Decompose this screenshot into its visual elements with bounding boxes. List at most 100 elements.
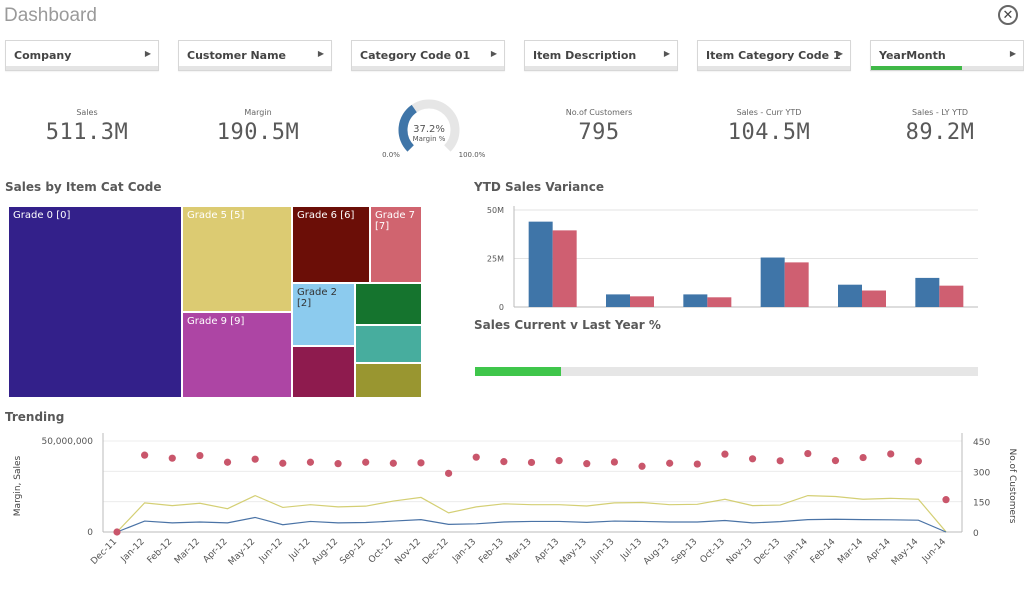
variance-title: YTD Sales Variance: [474, 180, 604, 194]
kpi-value: 104.5M: [727, 120, 811, 145]
scatter-point: [251, 455, 259, 463]
x-tick-label: Jan-14: [782, 537, 810, 565]
bar: [683, 294, 708, 307]
filter-selection-bar: [525, 66, 677, 70]
close-icon[interactable]: ✕: [998, 5, 1018, 25]
kpi-label: No.of Customers: [565, 108, 633, 117]
x-tick-label: Dec-13: [753, 537, 783, 567]
kpi-ly-ytd[interactable]: Sales - LY YTD 89.2M: [865, 108, 1015, 145]
caret-right-icon: ▶: [144, 49, 151, 58]
treemap-tile[interactable]: Grade 6 [6]: [292, 206, 370, 283]
scatter-point: [887, 450, 895, 458]
filter-label: Item Category Code 1: [706, 49, 841, 62]
filter-selection-fill: [871, 66, 963, 70]
scatter-point: [693, 460, 701, 468]
filter-selection-bar: [352, 66, 504, 70]
gauge-min: 0.0%: [382, 151, 400, 159]
scatter-point: [859, 453, 867, 462]
x-tick-label: Apr-14: [865, 537, 893, 565]
treemap: Grade 0 [0] Grade 5 [5] Grade 6 [6] Grad…: [8, 206, 422, 398]
kpi-customers[interactable]: No.of Customers 795: [524, 108, 674, 145]
filter-label: Item Description: [533, 49, 637, 62]
scatter-point: [223, 458, 232, 466]
x-tick-label: May-12: [227, 537, 258, 568]
x-tick-label: Jan-12: [119, 537, 147, 565]
kpi-label: Sales: [76, 108, 98, 117]
filter-item-category-code[interactable]: Item Category Code 1 ▶: [697, 40, 851, 71]
filter-selection-bar: [6, 66, 158, 70]
treemap-tile-label: Grade 6 [6]: [297, 210, 355, 221]
kpi-value: 190.5M: [216, 120, 300, 145]
bar: [552, 230, 577, 307]
caret-right-icon: ▶: [1009, 49, 1016, 58]
caret-right-icon: ▶: [663, 49, 670, 58]
y2-tick-label: 450: [973, 438, 990, 448]
trending-chart: 450 300 150 0 50,000,000 0 Margin, Sales No.of …: [13, 433, 1017, 568]
y-tick-label: 25M: [487, 255, 504, 264]
x-tick-label: Jun-13: [588, 537, 616, 565]
treemap-tile[interactable]: Grade 2 [2]: [292, 283, 355, 346]
x-tick-label: Jul-12: [287, 537, 313, 563]
scatter-point: [141, 451, 149, 459]
kpi-sales[interactable]: Sales 511.3M: [12, 108, 162, 145]
x-tick-label: Aug-13: [642, 537, 672, 567]
scatter-point: [196, 451, 204, 460]
x-tick-label: Feb-13: [477, 537, 506, 566]
caret-right-icon: ▶: [836, 49, 843, 58]
filter-yearmonth[interactable]: YearMonth ▶: [870, 40, 1024, 71]
treemap-tile[interactable]: Grade 0 [0]: [8, 206, 182, 398]
caret-right-icon: ▶: [317, 49, 324, 58]
treemap-tile[interactable]: Grade 9 [9]: [182, 312, 292, 398]
treemap-tile[interactable]: [292, 346, 355, 398]
series-line: [116, 516, 947, 533]
bar: [915, 277, 940, 307]
x-tick-label: May-14: [890, 537, 921, 568]
scatter-point: [666, 459, 674, 467]
y-tick-label: 0: [87, 528, 93, 538]
treemap-tile[interactable]: Grade 7 [7]: [370, 206, 422, 283]
filter-label: Company: [14, 49, 72, 62]
x-tick-label: Feb-12: [146, 537, 175, 566]
bar: [784, 262, 809, 307]
treemap-tile[interactable]: Grade 5 [5]: [182, 206, 292, 312]
bar: [939, 285, 964, 307]
sales-progress-track: [475, 367, 978, 376]
scatter-point: [445, 469, 453, 477]
y2-tick-label: 300: [973, 468, 990, 478]
caret-right-icon: ▶: [490, 49, 497, 58]
scatter-point: [776, 457, 784, 465]
filter-company[interactable]: Company ▶: [5, 40, 159, 71]
x-tick-label: Apr-12: [202, 537, 230, 565]
treemap-tile-label: Grade 9 [9]: [187, 316, 245, 327]
y-axis-label: Margin, Sales: [13, 455, 23, 516]
x-tick-label: Jun-12: [257, 537, 285, 565]
scatter-point: [804, 449, 812, 458]
x-tick-label: Mar-12: [173, 537, 202, 566]
x-tick-label: Oct-13: [699, 537, 727, 565]
scatter-point: [389, 459, 397, 467]
margin-gauge[interactable]: 37.2% Margin % 0.0% 100.0%: [375, 98, 495, 162]
scatter-point: [113, 528, 121, 536]
scatter-point: [610, 458, 619, 466]
variance-bar-chart: 50M 25M 0: [487, 206, 978, 312]
page-title: Dashboard: [4, 5, 97, 26]
filter-selection-bar: [871, 66, 1023, 70]
filter-customer-name[interactable]: Customer Name ▶: [178, 40, 332, 71]
filter-category-code[interactable]: Category Code 01 ▶: [351, 40, 505, 71]
sales-progress-fill: [475, 367, 561, 376]
scatter-point: [279, 459, 287, 467]
treemap-tile[interactable]: [355, 283, 422, 325]
kpi-curr-ytd[interactable]: Sales - Curr YTD 104.5M: [694, 108, 844, 145]
treemap-tile-label: Grade 7 [7]: [375, 210, 416, 232]
treemap-tile[interactable]: [355, 363, 422, 398]
filter-bar: Company ▶ Customer Name ▶ Category Code …: [5, 40, 1024, 72]
kpi-margin[interactable]: Margin 190.5M: [183, 108, 333, 145]
filter-label: Customer Name: [187, 49, 286, 62]
treemap-title: Sales by Item Cat Code: [5, 180, 162, 194]
treemap-tile[interactable]: [355, 325, 422, 363]
x-tick-label: Nov-12: [393, 537, 423, 567]
filter-item-description[interactable]: Item Description ▶: [524, 40, 678, 71]
y-tick-label: 0: [499, 303, 504, 312]
scatter-point: [555, 457, 563, 465]
scatter-point: [168, 454, 176, 462]
